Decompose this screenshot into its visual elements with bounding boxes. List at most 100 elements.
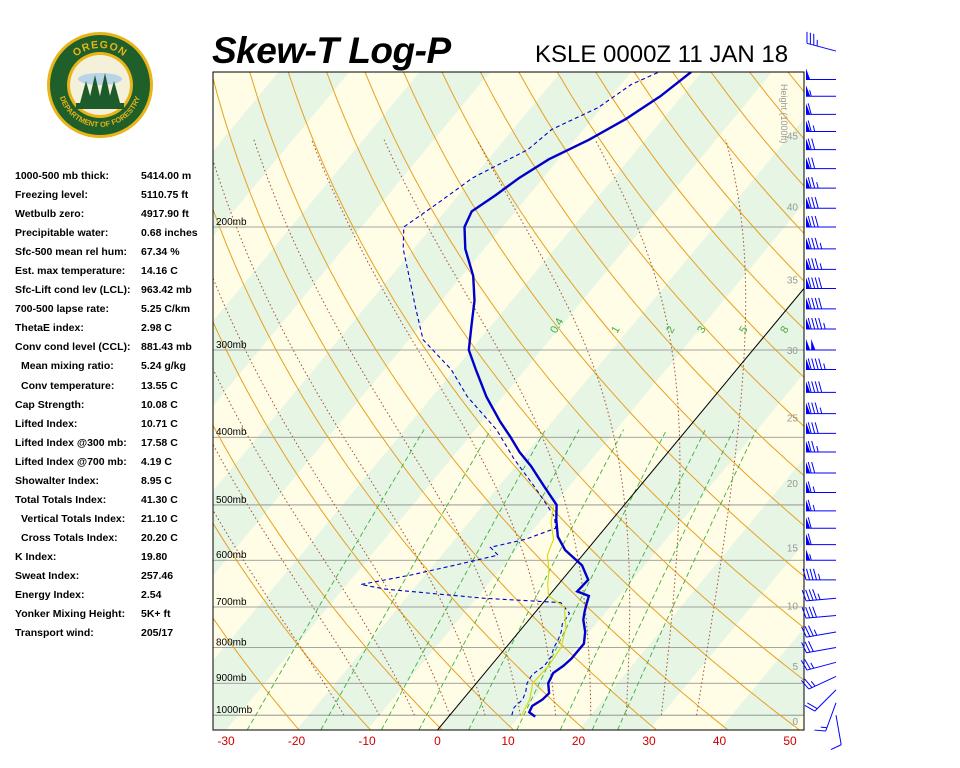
- wind-barb-feather: [808, 589, 814, 601]
- wind-barb-staff: [825, 702, 837, 732]
- dry-adiabat-line: [479, 72, 804, 477]
- wind-barb: [802, 568, 836, 581]
- dry-adiabat-line: [213, 207, 586, 730]
- wind-barb: [801, 675, 837, 690]
- wind-barb-flag: [806, 103, 811, 115]
- moist-adiabat-line: [476, 139, 631, 716]
- dry-adiabat-line: [213, 522, 372, 730]
- wind-barb-feather: [808, 640, 814, 652]
- wind-barb-feather: [807, 120, 812, 132]
- index-label: Freezing level:: [15, 189, 88, 202]
- wind-barb-feather: [813, 568, 817, 580]
- mixing-ratio-line: [320, 429, 492, 730]
- wind-barb-feather: [830, 744, 842, 751]
- wind-barb-feather: [814, 258, 819, 270]
- index-label: K Index:: [15, 550, 57, 563]
- wind-barb-half-feather: [810, 681, 816, 687]
- wind-barb-feather: [805, 589, 811, 601]
- isotherm-band: [296, 118, 804, 730]
- wind-barb-half-feather: [812, 486, 816, 493]
- index-label: Sfc-500 mean rel hum:: [15, 246, 128, 259]
- station-time-label: KSLE 0000Z 11 JAN 18: [535, 41, 789, 68]
- index-row: 700-500 lapse rate: 5.25 C/km: [15, 301, 215, 320]
- wind-barb-feather: [807, 103, 812, 115]
- wind-barb-feather: [801, 680, 810, 690]
- wind-barb-feather: [818, 277, 823, 289]
- wind-barb: [806, 277, 836, 290]
- index-value: 5K+ ft: [141, 608, 171, 621]
- mixing-ratio-line: [617, 429, 757, 730]
- wind-barb-feather: [807, 381, 812, 393]
- wind-barb: [814, 702, 837, 732]
- index-label: Energy Index:: [15, 589, 85, 602]
- isotherm-band: [213, 72, 491, 406]
- dry-adiabat-line: [595, 72, 804, 330]
- wind-barb-feather: [806, 568, 810, 580]
- pressure-label: 200mb: [216, 217, 247, 228]
- wind-barb-flag: [806, 157, 811, 169]
- index-row: Wetbulb zero: 4917.90 ft: [15, 206, 215, 225]
- wind-barb-half-feather: [816, 445, 819, 453]
- x-tick-label: -30: [217, 734, 235, 748]
- moist-adiabat-line: [213, 509, 345, 716]
- index-row: Mean mixing ratio: 5.24 g/kg: [15, 358, 215, 377]
- wind-barb-flag: [806, 258, 811, 270]
- index-label: Lifted Index @700 mb:: [15, 455, 127, 468]
- wind-barb-feather: [811, 317, 816, 330]
- wind-barb-flag: [806, 441, 811, 453]
- plot-frame: [212, 71, 805, 731]
- index-label: Mean mixing ratio:: [21, 360, 114, 373]
- wind-barb-feather: [811, 237, 816, 250]
- wind-barb-feather: [814, 729, 826, 732]
- wind-barb-flag: [806, 481, 811, 493]
- wind-barb-feather: [814, 422, 819, 434]
- wind-barbs-column: [800, 31, 842, 751]
- wind-barb-feather: [812, 606, 818, 618]
- wind-barb-feather: [807, 533, 812, 545]
- wind-barb-feather: [818, 317, 823, 330]
- index-row: Freezing level: 5110.75 ft: [15, 187, 215, 206]
- wind-barb-feather: [814, 402, 819, 414]
- wind-barb-flag: [811, 338, 816, 350]
- wind-barb: [806, 338, 836, 351]
- index-value: 5.25 C/km: [141, 303, 191, 316]
- wind-barb-feather: [811, 215, 816, 228]
- dry-adiabat-line: [249, 72, 729, 730]
- mixing-ratio-line: [516, 429, 668, 730]
- mixing-ratio-label: 1: [609, 324, 622, 335]
- wind-barb-flag: [806, 402, 811, 414]
- height-tick-label: 0: [792, 717, 798, 728]
- wind-barb-flag: [806, 85, 811, 97]
- wind-barb: [806, 31, 837, 52]
- pressure-label: 400mb: [216, 427, 247, 438]
- index-value: 5414.00 m: [141, 170, 192, 182]
- indices-table: 1000-500 mb thick: 5414.00 m Freezing leve…: [15, 168, 215, 644]
- index-value: 5.24 g/kg: [141, 360, 186, 373]
- index-value: 17.58 C: [141, 436, 178, 449]
- wind-barb-feather: [814, 297, 819, 310]
- wind-barb-flag: [806, 358, 811, 370]
- wind-barb-half-feather: [812, 504, 816, 512]
- wind-barb-staff: [806, 661, 837, 671]
- wind-barb-feather: [802, 568, 807, 580]
- wind-barb-feather: [804, 659, 811, 670]
- dewpoint-line: [360, 72, 661, 716]
- wind-barb: [806, 517, 836, 529]
- index-value: 2.98 C: [141, 322, 172, 335]
- wind-barb-flag: [806, 68, 811, 80]
- wind-barb-flag: [806, 237, 811, 249]
- wind-barb-feather: [801, 607, 807, 619]
- wind-barb-feather: [808, 625, 814, 637]
- wind-barb-feather: [807, 258, 812, 270]
- index-row: K Index: 19.80: [15, 549, 215, 568]
- height-tick-label: 10: [787, 602, 799, 613]
- wind-barb-feather: [801, 626, 807, 638]
- wind-barb-feather: [818, 381, 823, 393]
- wind-barb-feather: [801, 642, 807, 653]
- wind-barb-feather: [801, 589, 807, 601]
- wind-barb: [806, 68, 836, 80]
- wind-barb: [806, 402, 836, 415]
- wind-barb: [806, 85, 836, 97]
- height-tick-label: 50: [787, 63, 799, 74]
- index-label: Cap Strength:: [15, 398, 85, 411]
